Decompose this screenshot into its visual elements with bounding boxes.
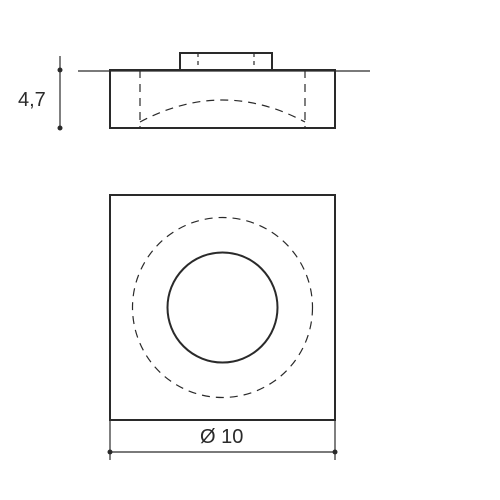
height-dimension-label: 4,7 (18, 89, 46, 112)
width-dimension-label: Ø 10 (200, 426, 243, 449)
drawing-svg (0, 0, 500, 500)
technical-drawing: 4,7 Ø 10 (0, 0, 500, 500)
